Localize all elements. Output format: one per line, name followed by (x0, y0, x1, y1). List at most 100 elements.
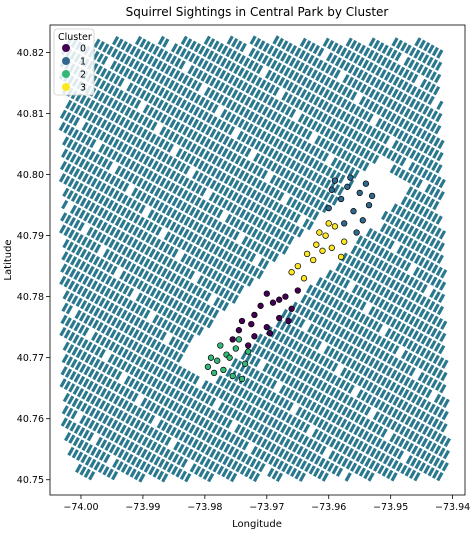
street-block (426, 107, 434, 118)
street-block (192, 323, 200, 334)
street-block (86, 226, 94, 237)
cluster-1-point (362, 180, 370, 187)
street-block (346, 396, 354, 407)
street-block (200, 392, 208, 402)
street-block (200, 72, 208, 82)
street-block (222, 404, 230, 414)
street-block (422, 310, 430, 321)
street-block (121, 399, 129, 410)
street-block (97, 412, 105, 422)
street-block (401, 401, 409, 411)
street-block (72, 231, 80, 242)
street-block (297, 62, 305, 72)
street-block (81, 390, 89, 400)
street-block (266, 108, 274, 119)
street-block (321, 318, 329, 328)
street-block (97, 463, 106, 474)
street-block (437, 408, 445, 418)
street-block (285, 42, 293, 53)
street-block (143, 412, 151, 422)
street-block (370, 230, 378, 240)
street-block (258, 91, 266, 102)
street-block (116, 409, 124, 420)
street-block (153, 302, 161, 312)
street-block (298, 318, 306, 329)
street-block (155, 60, 163, 70)
street-block (183, 319, 191, 329)
street-block (351, 284, 359, 294)
street-block (422, 54, 430, 64)
street-block (157, 253, 165, 263)
street-block (106, 468, 114, 478)
street-block (78, 427, 86, 437)
street-block (100, 221, 108, 232)
legend-title: Cluster (58, 32, 92, 43)
street-block (192, 55, 200, 65)
street-block (318, 137, 326, 148)
street-block (276, 203, 284, 214)
street-block (378, 349, 386, 360)
cluster-3-point (313, 241, 320, 248)
street-block (305, 130, 313, 140)
street-block (275, 421, 283, 431)
street-block (261, 106, 269, 116)
street-block (301, 384, 309, 395)
street-block (293, 379, 301, 390)
street-block (226, 201, 234, 212)
street-block (124, 158, 132, 168)
street-block (159, 331, 167, 341)
street-block (359, 83, 368, 94)
street-block (338, 442, 346, 453)
street-block (133, 214, 141, 224)
street-block (203, 35, 211, 46)
street-block (275, 101, 284, 111)
street-block (186, 397, 194, 407)
street-block (282, 233, 290, 243)
street-block (412, 215, 420, 225)
street-block (105, 211, 114, 222)
street-block (294, 47, 302, 57)
street-block (125, 43, 133, 53)
street-block (276, 409, 284, 419)
street-block (116, 89, 124, 100)
street-block (306, 335, 314, 346)
street-block (118, 436, 126, 447)
street-block (379, 222, 388, 233)
street-block (154, 392, 162, 402)
street-block (72, 282, 80, 293)
street-block (314, 391, 323, 402)
street-block (382, 403, 390, 414)
street-block (373, 296, 381, 306)
street-block (187, 385, 195, 395)
street-block (151, 160, 159, 170)
street-block (96, 270, 104, 281)
street-block (434, 445, 442, 455)
street-block (142, 52, 150, 63)
street-block (398, 220, 406, 230)
street-block (169, 272, 177, 283)
street-block (239, 260, 247, 270)
street-block (237, 67, 245, 77)
street-block (294, 150, 302, 160)
street-block (111, 304, 119, 315)
street-block (313, 147, 321, 157)
street-block (266, 159, 274, 170)
street-block (94, 448, 102, 459)
street-block (316, 316, 325, 326)
street-block (400, 195, 408, 206)
street-block (432, 303, 440, 313)
street-block (120, 206, 128, 217)
street-block (115, 204, 123, 215)
street-block (157, 201, 165, 212)
street-block (421, 322, 429, 333)
street-block (265, 223, 273, 233)
street-block (397, 130, 405, 140)
street-block (60, 417, 68, 427)
street-block (356, 120, 364, 130)
street-block (425, 171, 433, 181)
street-block (167, 245, 175, 256)
street-block (357, 376, 365, 387)
street-block (400, 413, 408, 423)
cluster-0-point (238, 317, 246, 325)
